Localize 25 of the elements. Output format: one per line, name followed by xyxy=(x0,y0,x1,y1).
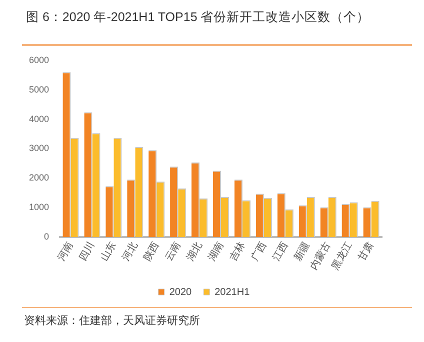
x-tick-label: 湖南 xyxy=(206,240,226,264)
x-tick-label: 新疆 xyxy=(291,240,312,264)
legend-label: 2020 xyxy=(169,286,192,298)
x-tick-label: 广西 xyxy=(248,240,269,264)
text: 资料来源：住建部，天风证券研究所 xyxy=(24,314,200,328)
x-tick-label: 甘肃 xyxy=(356,240,376,264)
x-tick-label: 江西 xyxy=(270,240,290,264)
y-tick-label: 4000 xyxy=(28,114,50,124)
x-tick-label: 陕西 xyxy=(141,240,162,264)
x-tick-label: 湖北 xyxy=(184,240,205,264)
y-tick-label: 6000 xyxy=(28,54,50,65)
legend-label: 2021H1 xyxy=(214,286,250,298)
x-tick-label: 云南 xyxy=(162,240,184,264)
y-tick-label: 3000 xyxy=(28,143,50,154)
x-tick-label: 四川 xyxy=(76,240,98,264)
y-tick-label: 1000 xyxy=(28,202,50,212)
y-tick-label: 5000 xyxy=(28,84,50,94)
x-tick-label: 山东 xyxy=(98,240,119,264)
x-tick-label: 河北 xyxy=(120,240,140,264)
x-tick-label: 吉林 xyxy=(227,240,248,264)
y-tick-label: 2000 xyxy=(28,172,50,183)
chart-title: 图 6：2020 年-2021H1 TOP15 省份新开工改造小区数（个） xyxy=(25,9,371,26)
x-tick-label: 黑龙江 xyxy=(329,240,355,272)
x-tick-label: 河南 xyxy=(55,240,76,264)
y-tick-label: 0 xyxy=(44,232,50,242)
